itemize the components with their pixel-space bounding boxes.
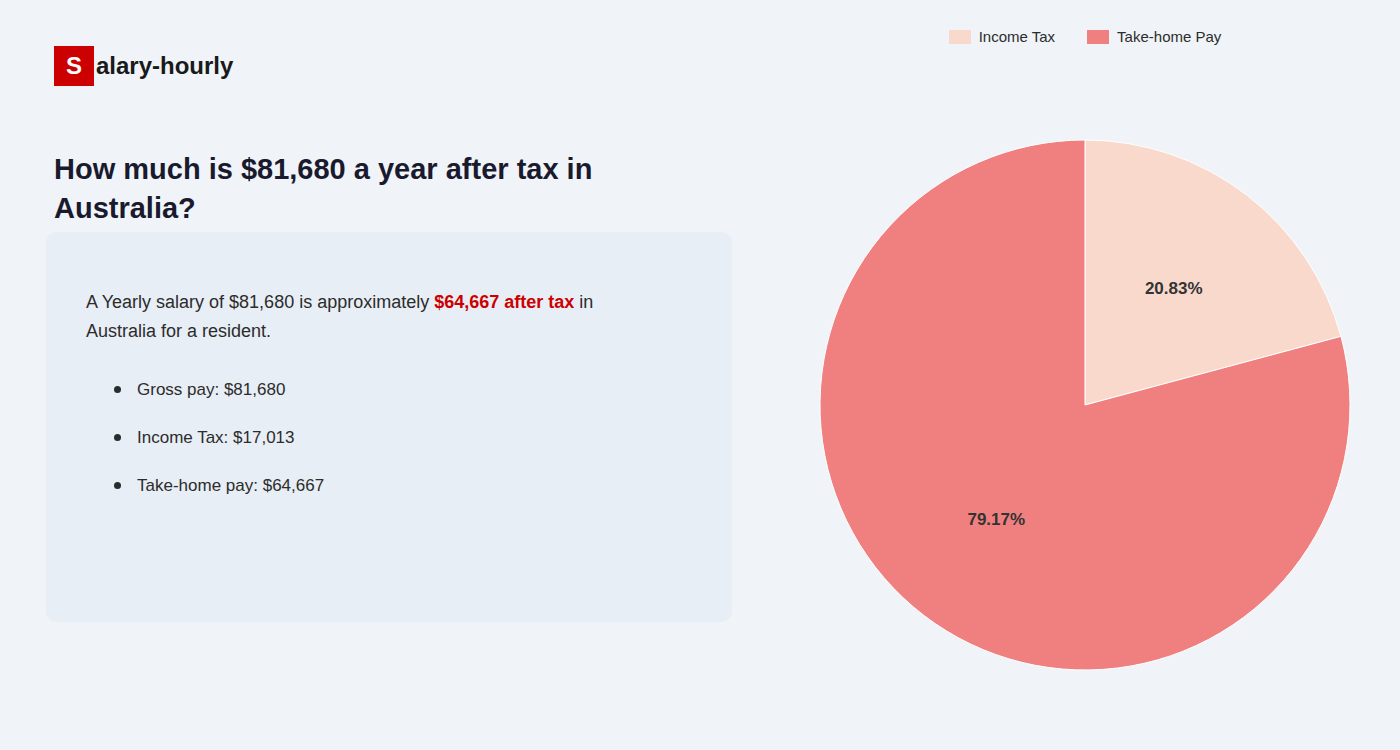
description-text: A Yearly salary of $81,680 is approximat… xyxy=(86,292,434,312)
pie-labels: 20.83% 79.17% xyxy=(967,279,1202,529)
legend: Income Tax Take-home Pay xyxy=(770,28,1400,45)
legend-swatch xyxy=(949,30,971,44)
pie-chart: 20.83% 79.17% xyxy=(770,0,1400,750)
bullet-dot xyxy=(114,482,121,489)
description-line: Australia for a resident. xyxy=(86,317,692,346)
data-label: 79.17% xyxy=(967,510,1025,529)
description-highlight: $64,667 after tax xyxy=(434,292,574,312)
description: A Yearly salary of $81,680 is approximat… xyxy=(86,288,692,346)
bullet-list: Gross pay: $81,680 Income Tax: $17,013 Tak… xyxy=(86,380,692,496)
bullet-dot xyxy=(114,386,121,393)
description-text: in xyxy=(574,292,593,312)
description-text: Australia for a resident. xyxy=(86,321,271,341)
legend-label: Income Tax xyxy=(979,28,1055,45)
pie-slice xyxy=(820,140,1350,670)
info-box: A Yearly salary of $81,680 is approximat… xyxy=(46,232,732,622)
logo: S alary-hourly xyxy=(54,46,233,86)
title: How much is $81,680 a year after tax in … xyxy=(54,150,744,228)
legend-item: Income Tax xyxy=(949,28,1055,45)
text-panel: S alary-hourly How much is $81,680 a yea… xyxy=(0,0,770,750)
legend-label: Take-home Pay xyxy=(1117,28,1221,45)
bullet-text: Gross pay: $81,680 xyxy=(137,380,285,400)
bullet-dot xyxy=(114,434,121,441)
bullet-item: Take-home pay: $64,667 xyxy=(114,476,692,496)
description-line: A Yearly salary of $81,680 is approximat… xyxy=(86,288,692,317)
logo-mark: S xyxy=(54,46,94,86)
bullet-item: Income Tax: $17,013 xyxy=(114,428,692,448)
legend-item: Take-home Pay xyxy=(1087,28,1221,45)
pie-panel: 20.83% 79.17% Income Tax Take-home Pay xyxy=(770,0,1400,750)
pie-wedges xyxy=(820,140,1350,670)
bullet-text: Take-home pay: $64,667 xyxy=(137,476,324,496)
logo-text: alary-hourly xyxy=(96,52,233,80)
bullet-text: Income Tax: $17,013 xyxy=(137,428,295,448)
data-label: 20.83% xyxy=(1145,279,1203,298)
legend-swatch xyxy=(1087,30,1109,44)
bullet-item: Gross pay: $81,680 xyxy=(114,380,692,400)
